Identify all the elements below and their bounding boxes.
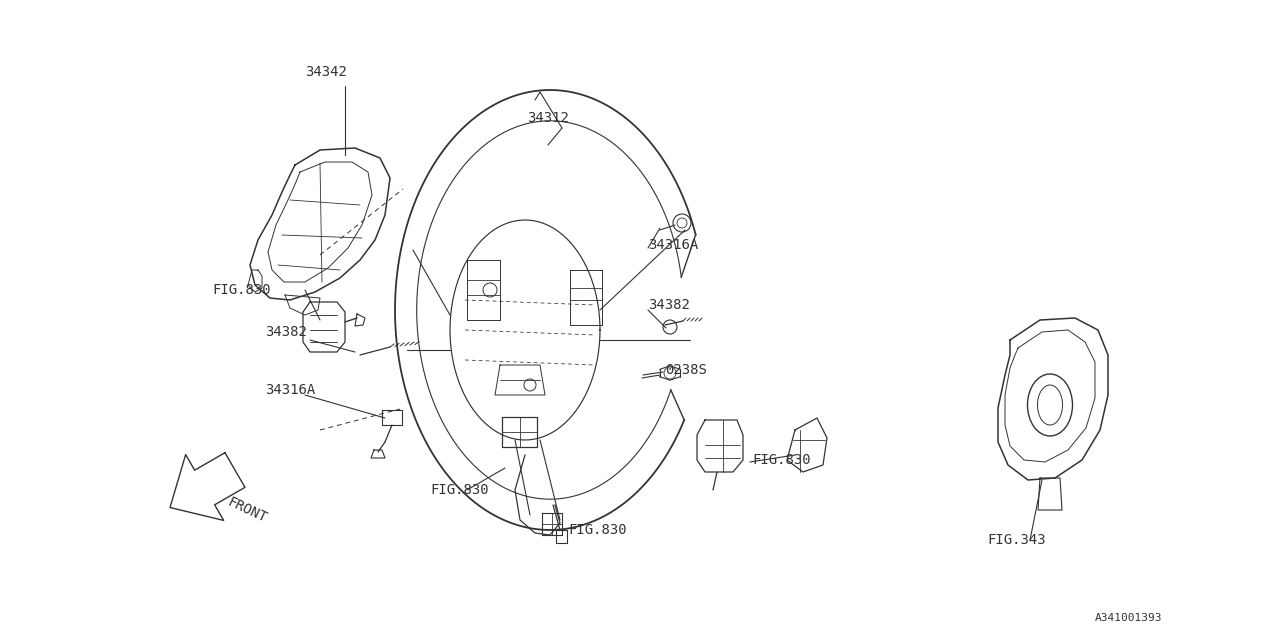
Text: 34312: 34312	[527, 111, 568, 125]
Text: A341001393: A341001393	[1094, 613, 1162, 623]
Text: FIG.830: FIG.830	[212, 283, 270, 297]
Text: 34316A: 34316A	[648, 238, 699, 252]
Text: FIG.343: FIG.343	[987, 533, 1046, 547]
Text: 34342: 34342	[305, 65, 347, 79]
Text: FIG.830: FIG.830	[430, 483, 489, 497]
Text: 34382: 34382	[648, 298, 690, 312]
Text: 34382: 34382	[265, 325, 307, 339]
Text: 0238S: 0238S	[666, 363, 707, 377]
Text: FRONT: FRONT	[225, 495, 269, 525]
Text: 34316A: 34316A	[265, 383, 315, 397]
Text: FIG.830: FIG.830	[753, 453, 810, 467]
Text: FIG.830: FIG.830	[568, 523, 627, 537]
